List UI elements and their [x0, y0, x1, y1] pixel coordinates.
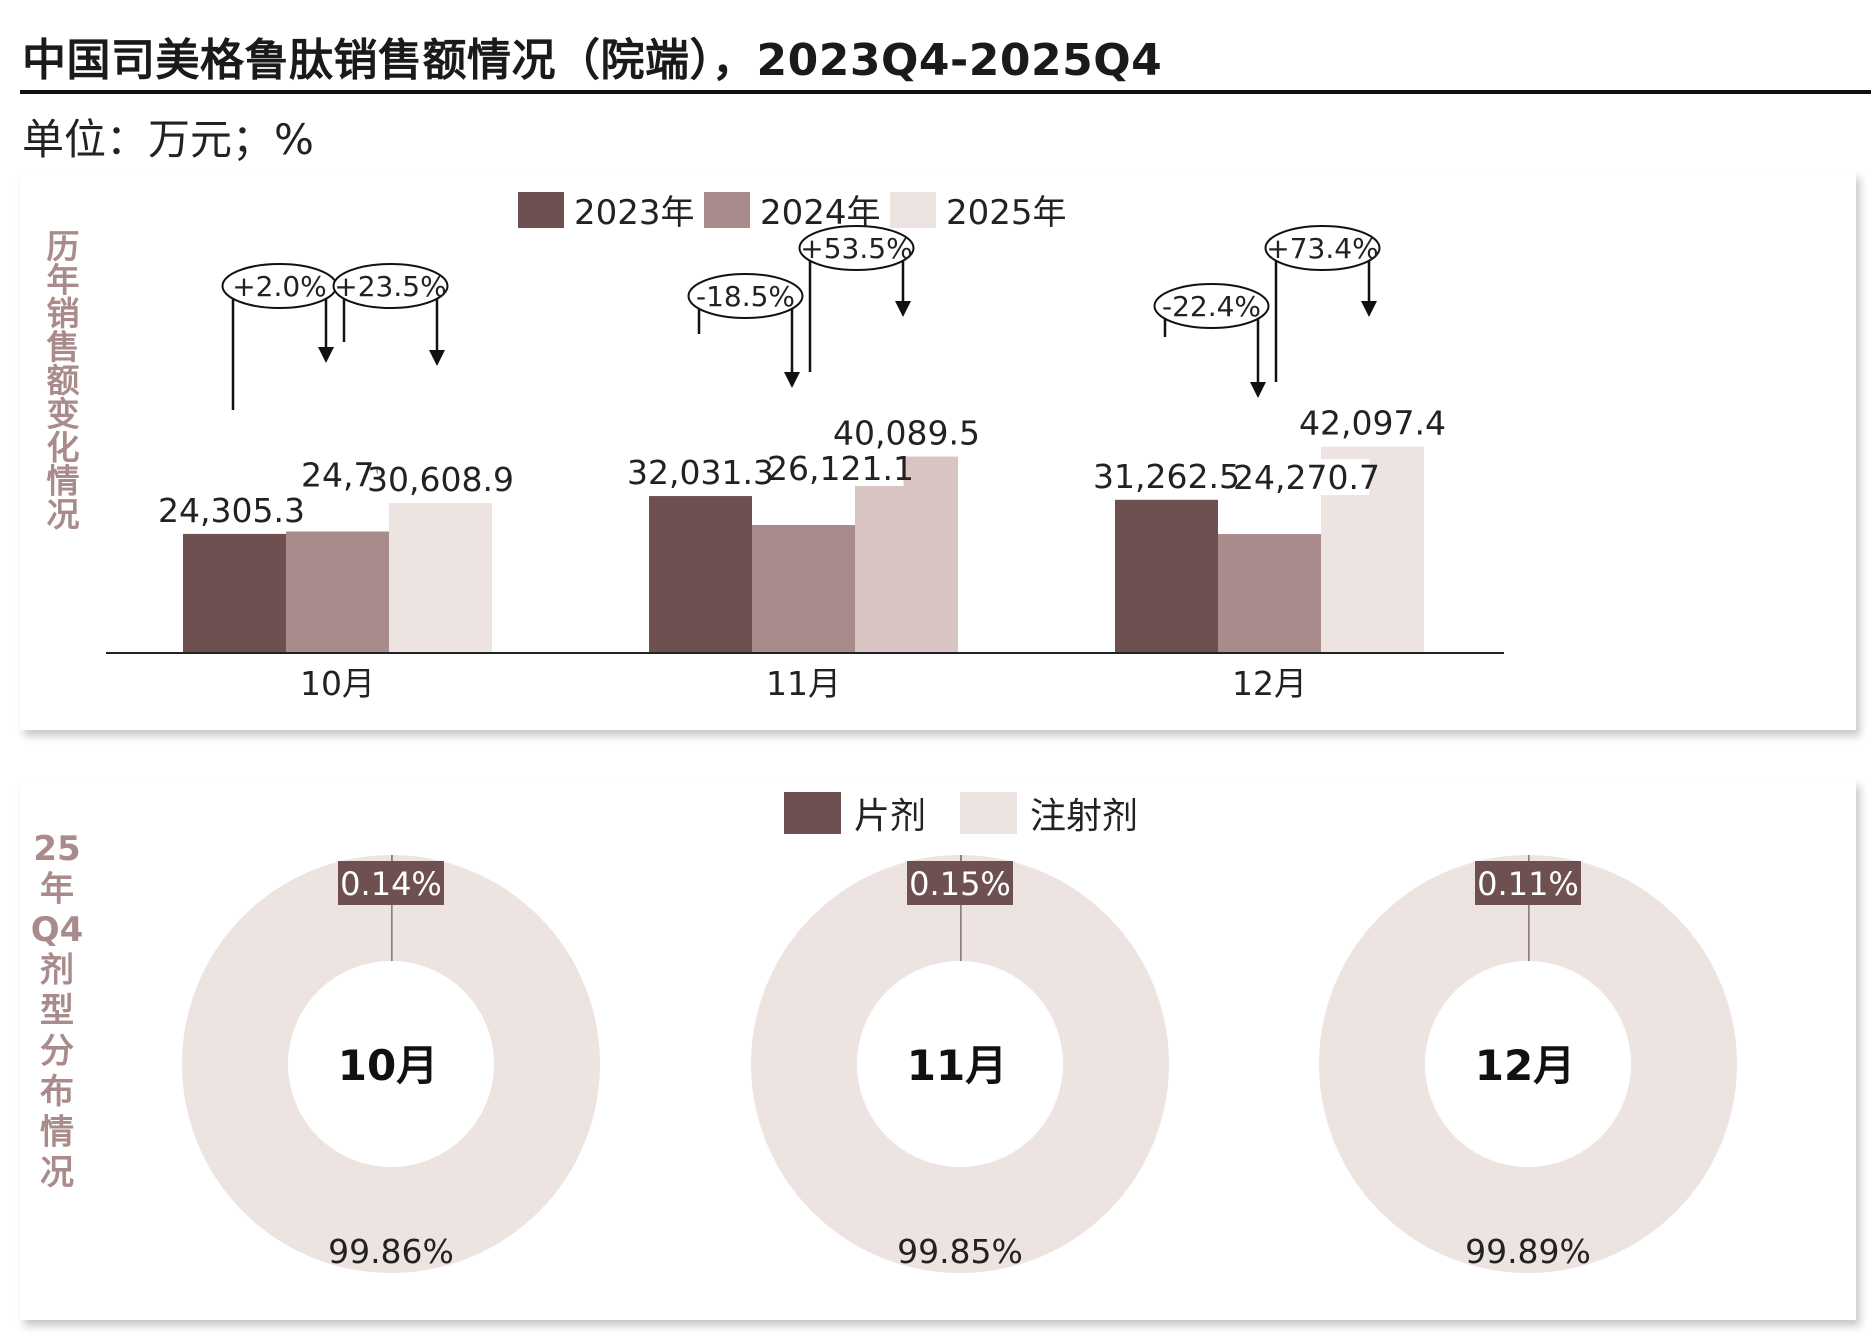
data-label-bg: [168, 491, 295, 528]
data-label: 40,089.5: [833, 414, 980, 453]
donut-center-label: 10月: [338, 1041, 438, 1090]
side-label-char: 25: [33, 829, 80, 869]
donut-label-tablet: 0.11%: [1477, 865, 1579, 903]
growth-bubble: [687, 273, 804, 319]
bar-2-3: [1218, 534, 1321, 653]
side-label-char: 销: [47, 294, 80, 333]
donut-label-tablet-bg: [1475, 861, 1581, 905]
bar-3-1: [389, 503, 492, 653]
data-label: 24,270.7: [1233, 458, 1380, 497]
side-label-char: 售: [47, 328, 80, 367]
category-label: 10月: [300, 664, 375, 703]
data-label: 26,121.1: [767, 449, 914, 488]
side-label-char: 变: [47, 395, 80, 434]
bar-2-1: [286, 531, 389, 653]
side-label-char: 分: [40, 1032, 74, 1072]
bar-3-2: [855, 456, 958, 653]
data-label-bg: [1309, 404, 1436, 441]
donut-label-injection: 99.85%: [897, 1232, 1023, 1271]
page-title: 中国司美格鲁肽销售额情况（院端），2023Q4-2025Q4: [22, 35, 1163, 86]
side-label-char: 况: [47, 495, 80, 534]
growth-arrow-head: [1361, 301, 1377, 317]
donut-label-tablet: 0.14%: [340, 865, 442, 903]
growth-bubble: [1264, 225, 1381, 271]
legend-label-1: 2023年: [574, 193, 695, 233]
growth-arrow-head: [895, 301, 911, 317]
side-label-char: 历: [47, 227, 80, 266]
data-label: 31,262.5: [1093, 457, 1240, 496]
data-label-bg: [777, 450, 904, 487]
legend-label-3: 2025年: [946, 193, 1067, 233]
legend-swatch-2: [960, 792, 1017, 834]
unit-label: 单位：万元；%: [22, 115, 314, 164]
data-label: 32,031.3: [627, 453, 774, 492]
legend-swatch-1: [784, 792, 841, 834]
growth-label: +2.0%: [232, 270, 327, 303]
growth-label: +23.5%: [334, 270, 446, 303]
bar-chart-panel: 历年销售额变化情况 2023年 2024年 2025年 10月 11月 12月 24,305.…: [20, 172, 1856, 730]
side-label-char: 化: [47, 428, 80, 467]
side-label-char: 剂: [40, 951, 74, 991]
bar-1-1: [183, 533, 286, 653]
growth-bubble: [798, 225, 915, 271]
legend-swatch-2: [704, 192, 750, 228]
side-label-char: 额: [47, 361, 80, 400]
donut-label-tablet-bg: [907, 861, 1013, 905]
donut-label-injection: 99.86%: [328, 1232, 454, 1271]
side-label-char: Q4: [31, 910, 84, 950]
growth-arrow-head: [318, 347, 334, 363]
category-label: 11月: [766, 664, 841, 703]
donut-chart-panel: 25 年 Q4 剂型分布情况 片剂 注射剂 0.14% 99.86% 10月 0.15% 99.85…: [20, 780, 1856, 1320]
growth-arrow-head: [784, 372, 800, 388]
side-label-char: 型: [40, 991, 74, 1031]
growth-arrow-head: [429, 350, 445, 366]
growth-label: -22.4%: [1162, 290, 1261, 323]
data-label-bg: [377, 461, 504, 498]
donut-center-label: 11月: [907, 1041, 1007, 1090]
donut-label-tablet: 0.15%: [909, 865, 1011, 903]
data-label: 24,305.3: [158, 491, 305, 530]
growth-bubble: [332, 263, 449, 309]
data-label-bg: [1243, 459, 1370, 496]
data-label: 42,097.4: [1299, 404, 1446, 443]
data-label: 30,608.9: [367, 460, 514, 499]
growth-label: -18.5%: [696, 280, 795, 313]
donut-label-tablet-bg: [338, 861, 444, 905]
side-label-char: 年: [40, 870, 74, 910]
category-label: 12月: [1232, 664, 1307, 703]
data-label-bg: [843, 414, 970, 451]
growth-label: +73.4%: [1266, 232, 1378, 265]
bar-1-3: [1115, 499, 1218, 653]
side-label-char: 年: [47, 261, 80, 300]
side-label-char: 情: [40, 1113, 74, 1153]
side-label-char: 布: [40, 1072, 74, 1112]
growth-bubble: [1153, 283, 1270, 329]
side-label-char: 况: [40, 1153, 74, 1193]
title-divider: [20, 90, 1871, 94]
data-label-bg: [1103, 457, 1230, 494]
side-label-char: 情: [47, 462, 80, 501]
legend-swatch-3: [890, 192, 936, 228]
growth-label: +53.5%: [800, 232, 912, 265]
growth-arrow-head: [1250, 382, 1266, 398]
bar-1-2: [649, 496, 752, 653]
data-label-bg: [637, 454, 764, 491]
legend-label-2: 注射剂: [1030, 796, 1138, 837]
legend-swatch-1: [518, 192, 564, 228]
legend-label-1: 片剂: [854, 796, 926, 837]
bar-2-2: [752, 525, 855, 653]
donut-label-injection: 99.89%: [1465, 1232, 1591, 1271]
donut-center-label: 12月: [1475, 1041, 1575, 1090]
